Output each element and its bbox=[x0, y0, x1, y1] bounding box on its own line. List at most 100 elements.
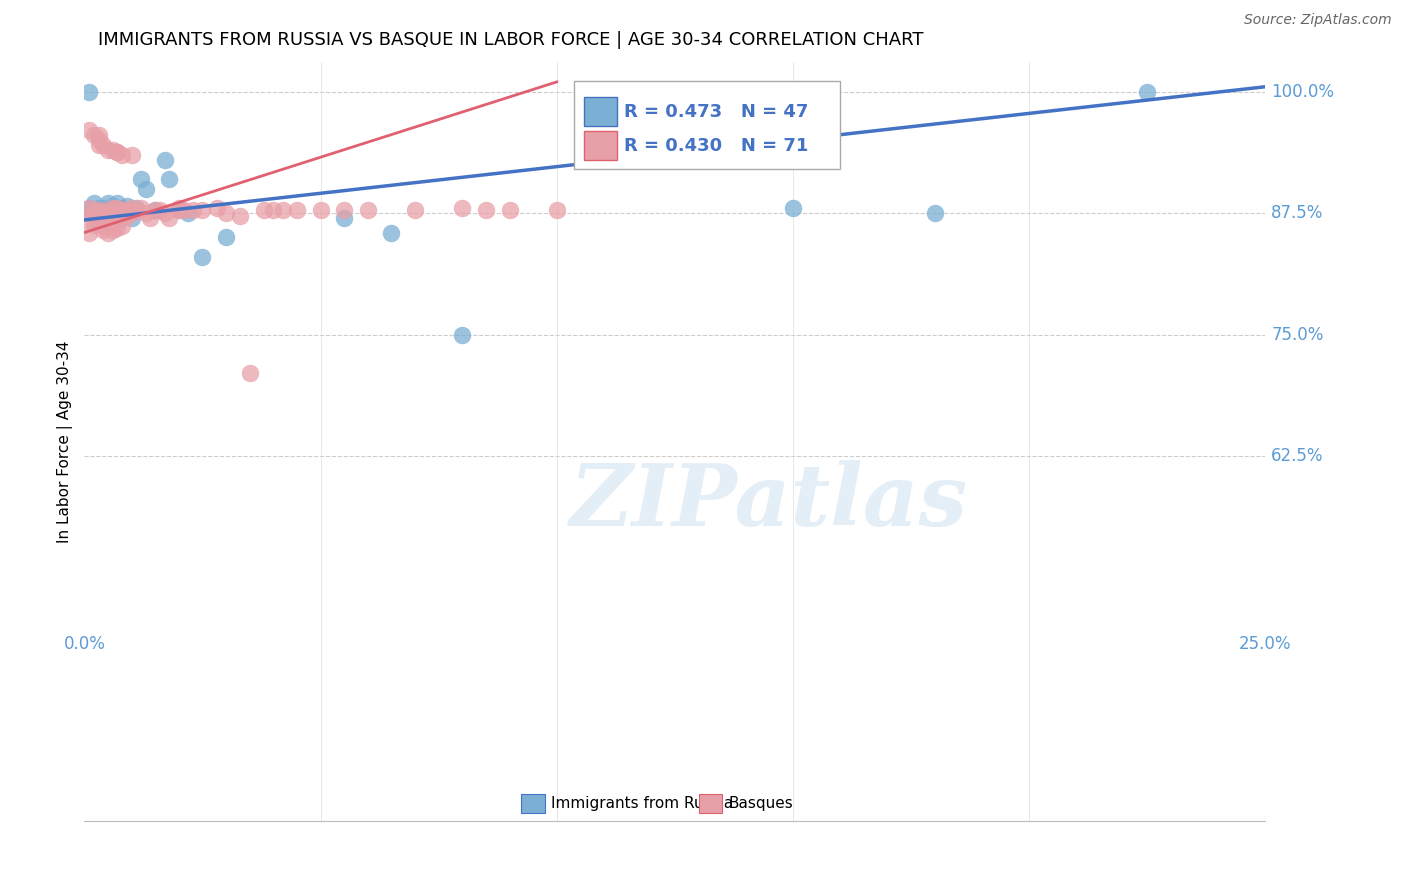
Point bbox=[101, 214, 124, 228]
Text: R = 0.430   N = 71: R = 0.430 N = 71 bbox=[624, 136, 808, 155]
Point bbox=[153, 206, 176, 220]
Point bbox=[498, 203, 520, 218]
Point bbox=[87, 201, 110, 215]
FancyBboxPatch shape bbox=[583, 131, 617, 161]
Point bbox=[83, 128, 105, 143]
Point bbox=[111, 201, 134, 215]
Point bbox=[215, 206, 238, 220]
Text: Basques: Basques bbox=[728, 797, 793, 812]
Point bbox=[107, 220, 129, 235]
Point bbox=[129, 201, 152, 215]
Point bbox=[167, 203, 190, 218]
Text: Source: ZipAtlas.com: Source: ZipAtlas.com bbox=[1244, 13, 1392, 28]
Point bbox=[91, 211, 114, 225]
Point bbox=[121, 201, 143, 215]
Point bbox=[101, 213, 124, 227]
Text: 87.5%: 87.5% bbox=[1271, 204, 1323, 222]
FancyBboxPatch shape bbox=[583, 97, 617, 126]
Point bbox=[107, 196, 129, 211]
Point bbox=[333, 211, 356, 225]
Point bbox=[111, 206, 134, 220]
Point bbox=[97, 216, 120, 230]
Point bbox=[91, 206, 114, 220]
Point bbox=[309, 203, 332, 218]
Point bbox=[115, 206, 138, 220]
Point bbox=[215, 230, 238, 244]
Point bbox=[157, 172, 180, 186]
Point bbox=[83, 209, 105, 223]
Text: 0.0%: 0.0% bbox=[63, 635, 105, 653]
Point bbox=[271, 203, 294, 218]
Point bbox=[101, 206, 124, 220]
Point bbox=[546, 203, 568, 218]
Text: IMMIGRANTS FROM RUSSIA VS BASQUE IN LABOR FORCE | AGE 30-34 CORRELATION CHART: IMMIGRANTS FROM RUSSIA VS BASQUE IN LABO… bbox=[98, 31, 924, 49]
Point bbox=[111, 211, 134, 225]
Point bbox=[77, 123, 100, 137]
Point bbox=[1136, 85, 1159, 99]
Point bbox=[153, 153, 176, 167]
Point bbox=[101, 143, 124, 157]
Point bbox=[87, 211, 110, 225]
Point bbox=[83, 203, 105, 218]
Point bbox=[101, 201, 124, 215]
Point bbox=[91, 222, 114, 236]
Point bbox=[121, 206, 143, 220]
Point bbox=[83, 218, 105, 232]
Point bbox=[404, 203, 426, 218]
Point bbox=[380, 226, 402, 240]
Point bbox=[357, 203, 380, 218]
Point bbox=[191, 250, 214, 264]
Point bbox=[87, 128, 110, 143]
Text: 62.5%: 62.5% bbox=[1271, 447, 1324, 465]
Point bbox=[107, 201, 129, 215]
Point bbox=[97, 206, 120, 220]
Point bbox=[91, 138, 114, 153]
Point bbox=[115, 199, 138, 213]
Point bbox=[97, 196, 120, 211]
Point bbox=[177, 206, 200, 220]
Text: ZIPatlas: ZIPatlas bbox=[571, 460, 969, 544]
Point bbox=[97, 226, 120, 240]
Point bbox=[451, 201, 474, 215]
Point bbox=[111, 148, 134, 162]
Point bbox=[239, 367, 262, 381]
Point bbox=[91, 201, 114, 215]
Point bbox=[125, 201, 148, 215]
Point bbox=[181, 203, 204, 218]
Point bbox=[91, 211, 114, 225]
Point bbox=[143, 203, 166, 218]
Point bbox=[129, 172, 152, 186]
Text: Immigrants from Russia: Immigrants from Russia bbox=[551, 797, 733, 812]
Point bbox=[135, 182, 157, 196]
Point bbox=[87, 138, 110, 153]
Point bbox=[97, 216, 120, 230]
Point bbox=[107, 206, 129, 220]
Point bbox=[107, 145, 129, 159]
Point bbox=[101, 209, 124, 223]
Point bbox=[115, 209, 138, 223]
Point bbox=[77, 226, 100, 240]
Point bbox=[173, 203, 195, 218]
Point bbox=[87, 133, 110, 147]
Point bbox=[475, 203, 498, 218]
Text: 100.0%: 100.0% bbox=[1271, 83, 1334, 101]
Text: R = 0.473   N = 47: R = 0.473 N = 47 bbox=[624, 103, 808, 120]
Point bbox=[111, 203, 134, 218]
Point bbox=[97, 203, 120, 218]
Point bbox=[253, 203, 276, 218]
Point bbox=[121, 203, 143, 218]
Point bbox=[167, 201, 190, 215]
Point bbox=[101, 199, 124, 213]
Point bbox=[77, 201, 100, 215]
Point bbox=[107, 206, 129, 220]
Point bbox=[83, 196, 105, 211]
Point bbox=[111, 219, 134, 233]
Point bbox=[191, 203, 214, 218]
FancyBboxPatch shape bbox=[699, 794, 723, 814]
Point bbox=[77, 85, 100, 99]
Point bbox=[97, 203, 120, 218]
Point bbox=[285, 203, 308, 218]
Point bbox=[107, 145, 129, 159]
Point bbox=[205, 201, 228, 215]
Point bbox=[107, 203, 129, 218]
